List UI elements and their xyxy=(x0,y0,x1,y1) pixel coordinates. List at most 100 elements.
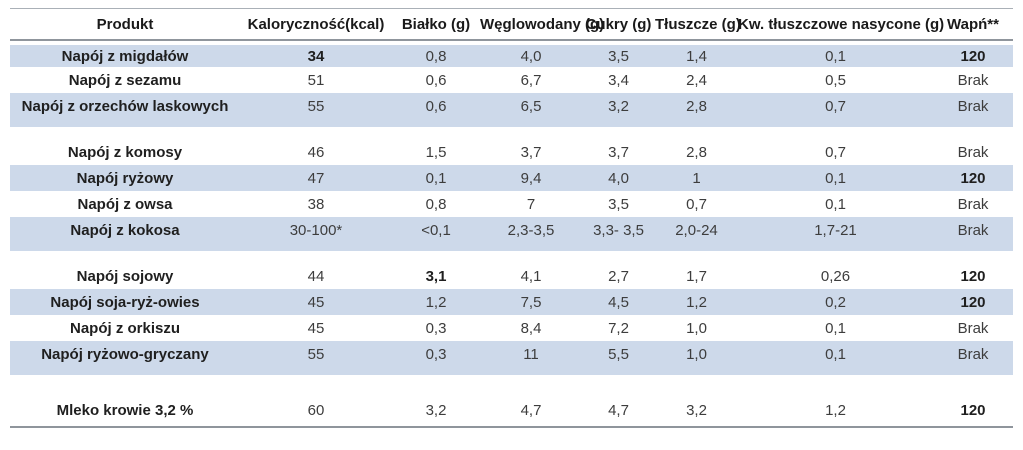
value-cell: 1,2 xyxy=(825,401,846,419)
table-row: Napój z orzechów laskowych 55 0,6 6,5 3,2 2,8… xyxy=(10,93,1013,127)
value-cell: 4,7 xyxy=(608,401,629,419)
product-cell: Napój z kokosa xyxy=(10,217,240,251)
value-cell: 30-100* xyxy=(240,217,392,251)
value-cell: 4,0 xyxy=(582,165,655,191)
product-cell: Napój sojowy xyxy=(76,267,174,285)
value-cell: 7,2 xyxy=(608,319,629,337)
value-cell: 3,7 xyxy=(520,143,542,161)
column-header-produkt: Produkt xyxy=(10,9,240,41)
group-spacer-row xyxy=(10,251,1013,263)
value-cell: 0,1 xyxy=(825,319,846,337)
value-cell: 2,3-3,5 xyxy=(480,217,582,251)
column-header-wapn: Wapń** xyxy=(933,9,1013,41)
value-cell: 1,2 xyxy=(655,289,738,315)
table-row: Napój z orkiszu 45 0,3 8,4 7,2 1,0 0,1 Brak xyxy=(10,315,1013,341)
value-cell: Brak xyxy=(957,319,989,337)
value-cell: 3,1 xyxy=(425,267,447,285)
value-cell: 0,6 xyxy=(392,93,480,127)
value-cell: 6,5 xyxy=(480,93,582,127)
value-cell: 44 xyxy=(307,267,325,285)
value-cell: 0,2 xyxy=(738,289,933,315)
value-cell: 0,7 xyxy=(738,93,933,127)
product-cell: Mleko krowie 3,2 % xyxy=(56,401,194,419)
value-cell: 2,0-24 xyxy=(655,217,738,251)
value-cell: 1,7-21 xyxy=(738,217,933,251)
value-cell: 0,3 xyxy=(392,341,480,375)
nutrition-comparison-page: Produkt Kaloryczność(kcal) Białko (g) Wę… xyxy=(10,8,1013,428)
value-cell: 1,5 xyxy=(425,143,447,161)
value-cell: 55 xyxy=(240,93,392,127)
value-cell: 51 xyxy=(307,71,325,89)
value-cell: 0,5 xyxy=(825,71,846,89)
value-cell: 0,3 xyxy=(425,319,447,337)
value-cell: 11 xyxy=(480,341,582,375)
value-cell: 120 xyxy=(933,165,1013,191)
value-cell: 0,1 xyxy=(738,165,933,191)
product-cell: Napój z sezamu xyxy=(68,71,182,89)
value-cell: Brak xyxy=(957,143,989,161)
table-row: Napój z komosy 46 1,5 3,7 3,7 2,8 0,7 Brak xyxy=(10,139,1013,165)
product-cell: Napój soja-ryż-owies xyxy=(10,289,240,315)
value-cell: 0,7 xyxy=(825,143,846,161)
value-cell: 9,4 xyxy=(480,165,582,191)
value-cell: 3,3- 3,5 xyxy=(582,217,655,251)
table-row: Napój ryżowo-gryczany 55 0,3 11 5,5 1,0 0,1 Bra… xyxy=(10,341,1013,375)
value-cell: 5,5 xyxy=(582,341,655,375)
value-cell: Brak xyxy=(957,195,989,213)
value-cell: 34 xyxy=(240,41,392,67)
value-cell: 45 xyxy=(240,289,392,315)
product-cell: Napój z orzechów laskowych xyxy=(10,93,240,127)
value-cell: 7 xyxy=(526,195,536,213)
value-cell: 38 xyxy=(307,195,325,213)
column-header-tluszcze: Tłuszcze (g) xyxy=(655,9,741,41)
value-cell: 2,8 xyxy=(686,143,707,161)
column-header-bialko: Białko (g) xyxy=(392,9,480,41)
table-row: Napój z owsa 38 0,8 7 3,5 0,7 0,1 Brak xyxy=(10,191,1013,217)
value-cell: 2,7 xyxy=(608,267,629,285)
value-cell: 45 xyxy=(307,319,325,337)
value-cell: 3,4 xyxy=(608,71,629,89)
value-cell: 4,7 xyxy=(520,401,542,419)
value-cell: 3,5 xyxy=(582,41,655,67)
value-cell: Brak xyxy=(957,71,989,89)
value-cell: 0,1 xyxy=(825,195,846,213)
value-cell: 4,1 xyxy=(520,267,542,285)
value-cell: 120 xyxy=(933,289,1013,315)
value-cell: 60 xyxy=(307,401,325,419)
value-cell: Brak xyxy=(933,217,1013,251)
table-row: Napój z kokosa 30-100* <0,1 2,3-3,5 3,3- 3,5… xyxy=(10,217,1013,251)
product-cell: Napój ryżowo-gryczany xyxy=(10,341,240,375)
value-cell: 1 xyxy=(655,165,738,191)
column-header-weglowodany: Węglowodany (g) xyxy=(480,9,604,41)
value-cell: 1,4 xyxy=(655,41,738,67)
value-cell: 2,4 xyxy=(686,71,707,89)
product-cell: Napój ryżowy xyxy=(10,165,240,191)
value-cell: 0,8 xyxy=(425,195,447,213)
value-cell: 1,7 xyxy=(686,267,707,285)
value-cell: 0,1 xyxy=(738,341,933,375)
table-row: Napój soja-ryż-owies 45 1,2 7,5 4,5 1,2 0,2 120 xyxy=(10,289,1013,315)
column-header-kalorycznosc: Kaloryczność(kcal) xyxy=(240,9,392,41)
value-cell: 0,6 xyxy=(425,71,447,89)
value-cell: 47 xyxy=(240,165,392,191)
value-cell: 120 xyxy=(960,401,986,419)
value-cell: 0,26 xyxy=(820,267,851,285)
value-cell: 7,5 xyxy=(480,289,582,315)
value-cell: 55 xyxy=(240,341,392,375)
value-cell: 3,2 xyxy=(686,401,707,419)
column-header-kw-tluszczowe: Kw. tłuszczowe nasycone (g) xyxy=(738,9,944,41)
value-cell: 120 xyxy=(960,267,986,285)
table-row: Napój sojowy 44 3,1 4,1 2,7 1,7 0,26 120 xyxy=(10,263,1013,289)
value-cell: 6,7 xyxy=(520,71,542,89)
table-row: Napój z sezamu 51 0,6 6,7 3,4 2,4 0,5 Brak xyxy=(10,67,1013,93)
value-cell: 1,2 xyxy=(392,289,480,315)
value-cell: 0,1 xyxy=(738,41,933,67)
table-body: Napój z migdałów 34 0,8 4,0 3,5 1,4 0,1 120 Napó… xyxy=(10,41,1013,426)
column-header-cukry: Cukry (g) xyxy=(582,9,655,41)
value-cell: 3,7 xyxy=(608,143,629,161)
value-cell: <0,1 xyxy=(392,217,480,251)
value-cell: 3,5 xyxy=(608,195,629,213)
value-cell: Brak xyxy=(933,341,1013,375)
value-cell: 1,0 xyxy=(655,341,738,375)
value-cell: 3,2 xyxy=(582,93,655,127)
